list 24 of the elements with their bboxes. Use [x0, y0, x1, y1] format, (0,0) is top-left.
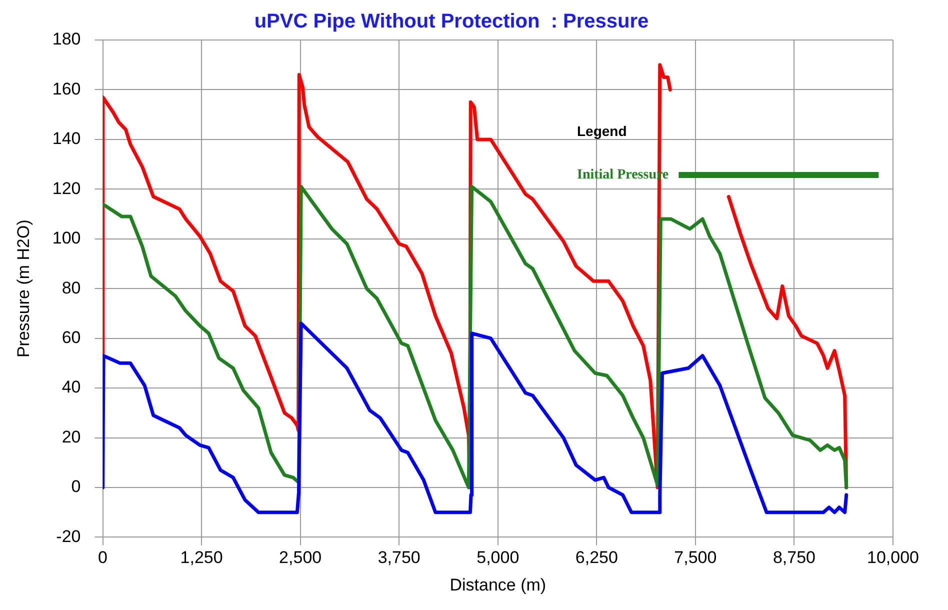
x-tick-label: 10,000 — [867, 548, 919, 568]
x-tick-label: 7,500 — [674, 548, 717, 568]
y-tick-label: -20 — [56, 526, 81, 546]
x-tick-label: 3,750 — [378, 548, 420, 568]
x-tick-label: 2,500 — [279, 548, 322, 568]
y-tick-label: 160 — [52, 79, 81, 98]
y-tick-label: 120 — [52, 178, 81, 198]
x-tick-label: 5,000 — [476, 548, 520, 568]
x-axis-title: Distance (m) — [450, 575, 546, 594]
x-tick-label: 8,750 — [772, 548, 816, 568]
y-tick-label: 100 — [52, 228, 81, 248]
x-tick-label: 6,250 — [575, 548, 618, 568]
y-tick-label: 0 — [71, 477, 81, 496]
y-tick-label: 180 — [52, 30, 81, 49]
y-tick-label: 40 — [62, 378, 81, 397]
y-tick-label: 60 — [62, 328, 81, 348]
x-tick-label: 1,250 — [180, 548, 223, 568]
y-axis-title: Pressure (m H2O) — [14, 220, 33, 358]
legend-title: Legend — [577, 122, 627, 139]
chart-title: uPVC Pipe Without Protection : Pressure — [254, 10, 649, 33]
x-tick-label: 0 — [98, 548, 108, 568]
y-tick-label: 80 — [62, 278, 81, 298]
y-tick-label: 140 — [52, 129, 81, 148]
y-tick-label: 20 — [62, 427, 81, 446]
